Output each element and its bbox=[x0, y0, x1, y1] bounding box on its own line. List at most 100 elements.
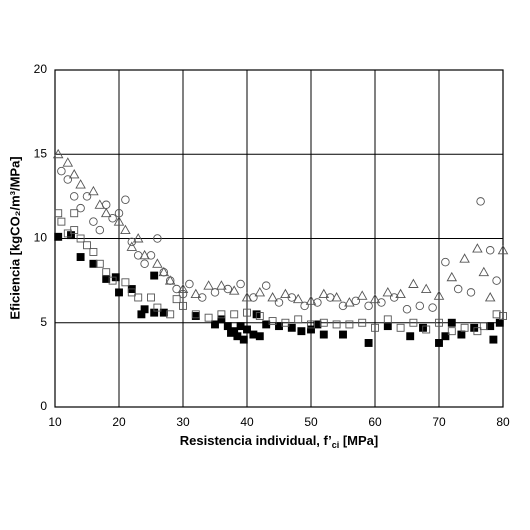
point bbox=[153, 303, 162, 312]
point bbox=[139, 249, 150, 260]
point bbox=[287, 323, 296, 332]
point bbox=[63, 175, 73, 184]
x-tick-label: 50 bbox=[304, 415, 318, 429]
x-tick-label: 70 bbox=[432, 415, 446, 429]
series bbox=[52, 148, 509, 307]
point bbox=[460, 323, 469, 332]
point bbox=[70, 226, 79, 235]
point bbox=[243, 308, 251, 317]
point bbox=[433, 290, 445, 300]
point bbox=[408, 278, 419, 288]
point bbox=[364, 301, 373, 311]
point bbox=[150, 271, 159, 280]
point bbox=[319, 318, 328, 327]
x-tick-label: 80 bbox=[496, 415, 510, 429]
point bbox=[396, 323, 405, 332]
x-tick-label: 30 bbox=[176, 415, 190, 429]
point bbox=[69, 192, 79, 201]
point bbox=[140, 305, 149, 314]
point bbox=[294, 315, 303, 324]
point bbox=[76, 253, 85, 261]
point bbox=[453, 284, 463, 294]
series bbox=[54, 209, 507, 336]
point bbox=[76, 203, 85, 213]
point bbox=[307, 320, 315, 329]
point bbox=[331, 292, 342, 302]
point bbox=[319, 330, 328, 339]
point bbox=[422, 325, 431, 334]
x-label-sub: ci bbox=[332, 440, 340, 450]
point bbox=[459, 253, 470, 263]
point bbox=[486, 322, 495, 331]
point bbox=[233, 332, 242, 341]
point bbox=[241, 292, 253, 302]
point bbox=[441, 332, 450, 341]
point bbox=[132, 233, 144, 243]
x-tick-label: 60 bbox=[368, 415, 382, 429]
point bbox=[179, 301, 187, 310]
point bbox=[204, 313, 213, 322]
point bbox=[172, 295, 181, 304]
point bbox=[318, 288, 330, 299]
point bbox=[339, 330, 347, 339]
y-tick-label: 20 bbox=[34, 62, 48, 76]
point bbox=[191, 312, 200, 320]
x-label-unit: [MPa] bbox=[339, 433, 378, 448]
point bbox=[57, 217, 66, 226]
point bbox=[292, 293, 304, 304]
point bbox=[166, 310, 175, 319]
y-tick-label: 0 bbox=[40, 399, 47, 413]
point bbox=[447, 327, 456, 336]
x-label-main: Resistencia individual, f’ bbox=[180, 433, 332, 448]
point bbox=[415, 301, 425, 311]
point bbox=[211, 320, 219, 329]
point bbox=[395, 288, 406, 299]
point bbox=[121, 195, 130, 204]
point bbox=[140, 259, 149, 269]
point bbox=[261, 281, 271, 290]
point bbox=[57, 166, 66, 176]
point bbox=[127, 288, 136, 297]
point bbox=[402, 305, 412, 314]
point bbox=[121, 278, 130, 287]
point bbox=[307, 325, 315, 334]
point bbox=[435, 339, 443, 347]
point bbox=[383, 315, 392, 324]
point bbox=[203, 280, 214, 290]
point bbox=[280, 288, 291, 299]
point bbox=[190, 288, 202, 299]
point bbox=[54, 209, 63, 218]
point bbox=[479, 322, 488, 331]
point bbox=[89, 217, 98, 226]
point bbox=[297, 327, 306, 336]
point bbox=[332, 320, 341, 329]
point bbox=[54, 232, 63, 241]
point bbox=[485, 246, 495, 255]
point bbox=[478, 266, 490, 277]
point bbox=[466, 288, 476, 297]
point bbox=[113, 216, 125, 226]
point bbox=[369, 293, 381, 304]
point bbox=[52, 148, 64, 159]
point bbox=[108, 214, 117, 223]
point bbox=[441, 257, 450, 267]
point bbox=[446, 271, 458, 282]
x-tick-label: 40 bbox=[240, 415, 254, 429]
point bbox=[228, 285, 240, 295]
point bbox=[100, 207, 112, 218]
point bbox=[94, 199, 106, 209]
point bbox=[217, 310, 226, 319]
point bbox=[382, 287, 394, 297]
point bbox=[406, 332, 415, 341]
point bbox=[499, 312, 507, 320]
point bbox=[371, 323, 379, 332]
point bbox=[484, 292, 496, 302]
point bbox=[489, 335, 498, 344]
point bbox=[75, 179, 86, 189]
point bbox=[255, 332, 264, 341]
y-tick-label: 10 bbox=[34, 231, 48, 245]
point bbox=[254, 287, 266, 297]
point bbox=[239, 335, 248, 344]
point bbox=[243, 325, 251, 334]
